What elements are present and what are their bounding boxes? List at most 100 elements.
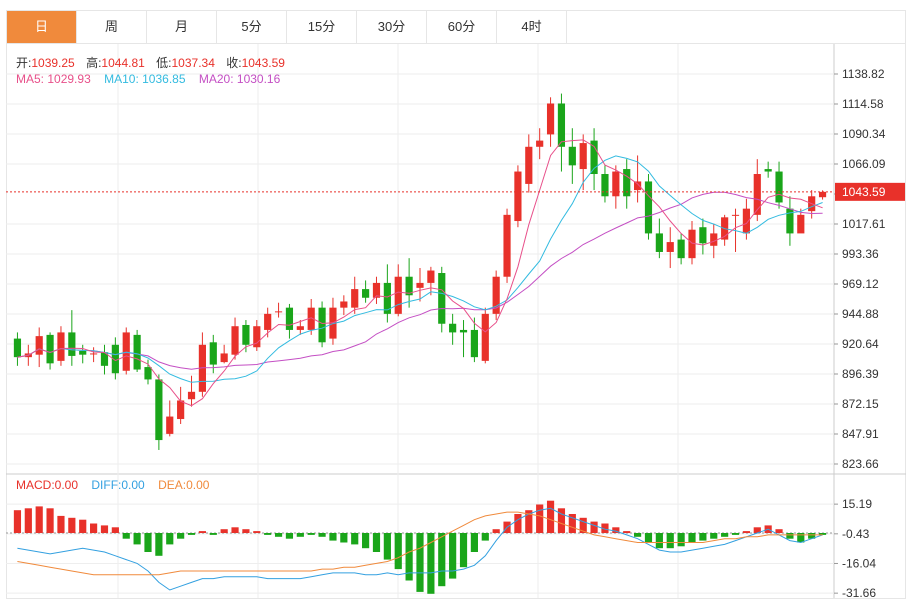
- ma5-line: [17, 139, 823, 407]
- candle-body: [394, 276, 402, 314]
- macd-bar: [601, 523, 609, 533]
- price-tick-label: 920.64: [842, 337, 879, 351]
- tab-60min[interactable]: 60分: [427, 11, 497, 43]
- macd-bar: [612, 527, 620, 533]
- candle-body: [470, 329, 478, 358]
- tab-week[interactable]: 周: [77, 11, 147, 43]
- macd-bar: [296, 533, 304, 537]
- candle-body: [242, 324, 250, 345]
- candle-body: [340, 301, 348, 308]
- ma10-label: MA10:: [104, 72, 139, 86]
- macd-bar: [372, 533, 381, 552]
- dea-line: [17, 511, 823, 576]
- macd-bar: [677, 533, 685, 547]
- current-price-badge: [835, 182, 905, 201]
- low-value: 1037.34: [171, 56, 215, 70]
- candle-body: [459, 329, 468, 333]
- candle-body: [209, 342, 217, 365]
- candle-body: [546, 103, 555, 135]
- price-tick-label: 944.88: [842, 307, 879, 321]
- candle-body: [177, 400, 185, 420]
- macd-bar: [623, 531, 631, 533]
- macd-bar: [449, 533, 457, 579]
- candle-body: [100, 352, 109, 366]
- macd-bar: [405, 533, 413, 581]
- macd-bar: [122, 533, 130, 539]
- macd-bar: [525, 510, 533, 533]
- candle-body: [144, 367, 152, 380]
- macd-bar: [100, 525, 109, 533]
- macd-tick-label: -31.66: [842, 586, 876, 600]
- ma10-value: 1036.85: [142, 72, 186, 86]
- candle-body: [46, 334, 54, 364]
- macd-tick-label: -16.04: [842, 556, 876, 570]
- candle-body: [372, 282, 381, 298]
- diff-label: DIFF:: [91, 478, 122, 492]
- candle-body: [405, 276, 413, 296]
- candle-body: [264, 313, 272, 330]
- ma5-value: 1029.93: [47, 72, 91, 86]
- macd-bar: [362, 533, 370, 549]
- tab-4hour[interactable]: 4时: [497, 11, 567, 43]
- macd-bar: [209, 533, 217, 535]
- candle-body: [688, 229, 696, 259]
- macd-bar: [79, 519, 87, 533]
- chart-frame: [6, 44, 906, 599]
- macd-bar: [187, 533, 196, 535]
- macd-bar: [46, 508, 54, 533]
- macd-bar: [775, 529, 783, 533]
- candle-body: [351, 289, 359, 308]
- tab-day[interactable]: 日: [7, 11, 77, 43]
- price-tick-label: 993.36: [842, 247, 879, 261]
- macd-bar: [666, 533, 674, 549]
- tab-5min[interactable]: 5分: [217, 11, 287, 43]
- macd-bar: [198, 531, 206, 533]
- macd-bar: [546, 500, 555, 533]
- candle-body: [677, 239, 685, 259]
- diff-value: 0.00: [121, 478, 145, 492]
- macd-bar: [340, 533, 348, 543]
- macd-bar: [721, 533, 729, 537]
- candle-body: [786, 208, 794, 234]
- macd-bar: [394, 533, 402, 570]
- ohlc-readout: 开:1039.25 高:1044.81 低:1037.34 收:1043.59: [16, 54, 293, 71]
- tab-month[interactable]: 月: [147, 11, 217, 43]
- macd-bar: [90, 523, 98, 533]
- candle-body: [590, 140, 598, 175]
- price-tick-label: 847.91: [842, 427, 879, 441]
- price-tick-label: 872.15: [842, 397, 879, 411]
- ma20-value: 1030.16: [236, 72, 281, 86]
- macd-bar: [57, 515, 65, 533]
- price-tick-label: 896.39: [842, 367, 879, 381]
- macd-tick-label: 15.19: [842, 497, 872, 511]
- candle-body: [644, 181, 653, 234]
- macd-bar: [438, 533, 446, 587]
- candle-body: [90, 353, 98, 355]
- macd-bar: [329, 533, 337, 541]
- macd-bar: [688, 533, 696, 543]
- candle-body: [514, 171, 522, 222]
- macd-bar: [427, 533, 435, 594]
- macd-bar: [220, 529, 228, 533]
- candle-body: [568, 146, 576, 166]
- ma20-line: [17, 191, 823, 370]
- candle-body: [579, 143, 587, 170]
- macd-bar: [753, 527, 761, 533]
- macd-value: 0.00: [54, 478, 79, 492]
- candle-body: [797, 214, 805, 234]
- candle-body: [699, 227, 707, 244]
- macd-bar: [655, 533, 663, 549]
- macd-bar: [797, 533, 805, 543]
- tab-30min[interactable]: 30分: [357, 11, 427, 43]
- candle-body: [166, 416, 174, 434]
- macd-bar: [818, 533, 827, 535]
- candle-body: [68, 332, 76, 356]
- candle-body: [666, 242, 674, 252]
- candle-body: [492, 276, 500, 314]
- tab-15min[interactable]: 15分: [287, 11, 357, 43]
- close-value: 1043.59: [241, 56, 285, 70]
- macd-bar: [285, 533, 294, 539]
- macd-bar: [144, 533, 152, 552]
- candle-body: [416, 282, 424, 288]
